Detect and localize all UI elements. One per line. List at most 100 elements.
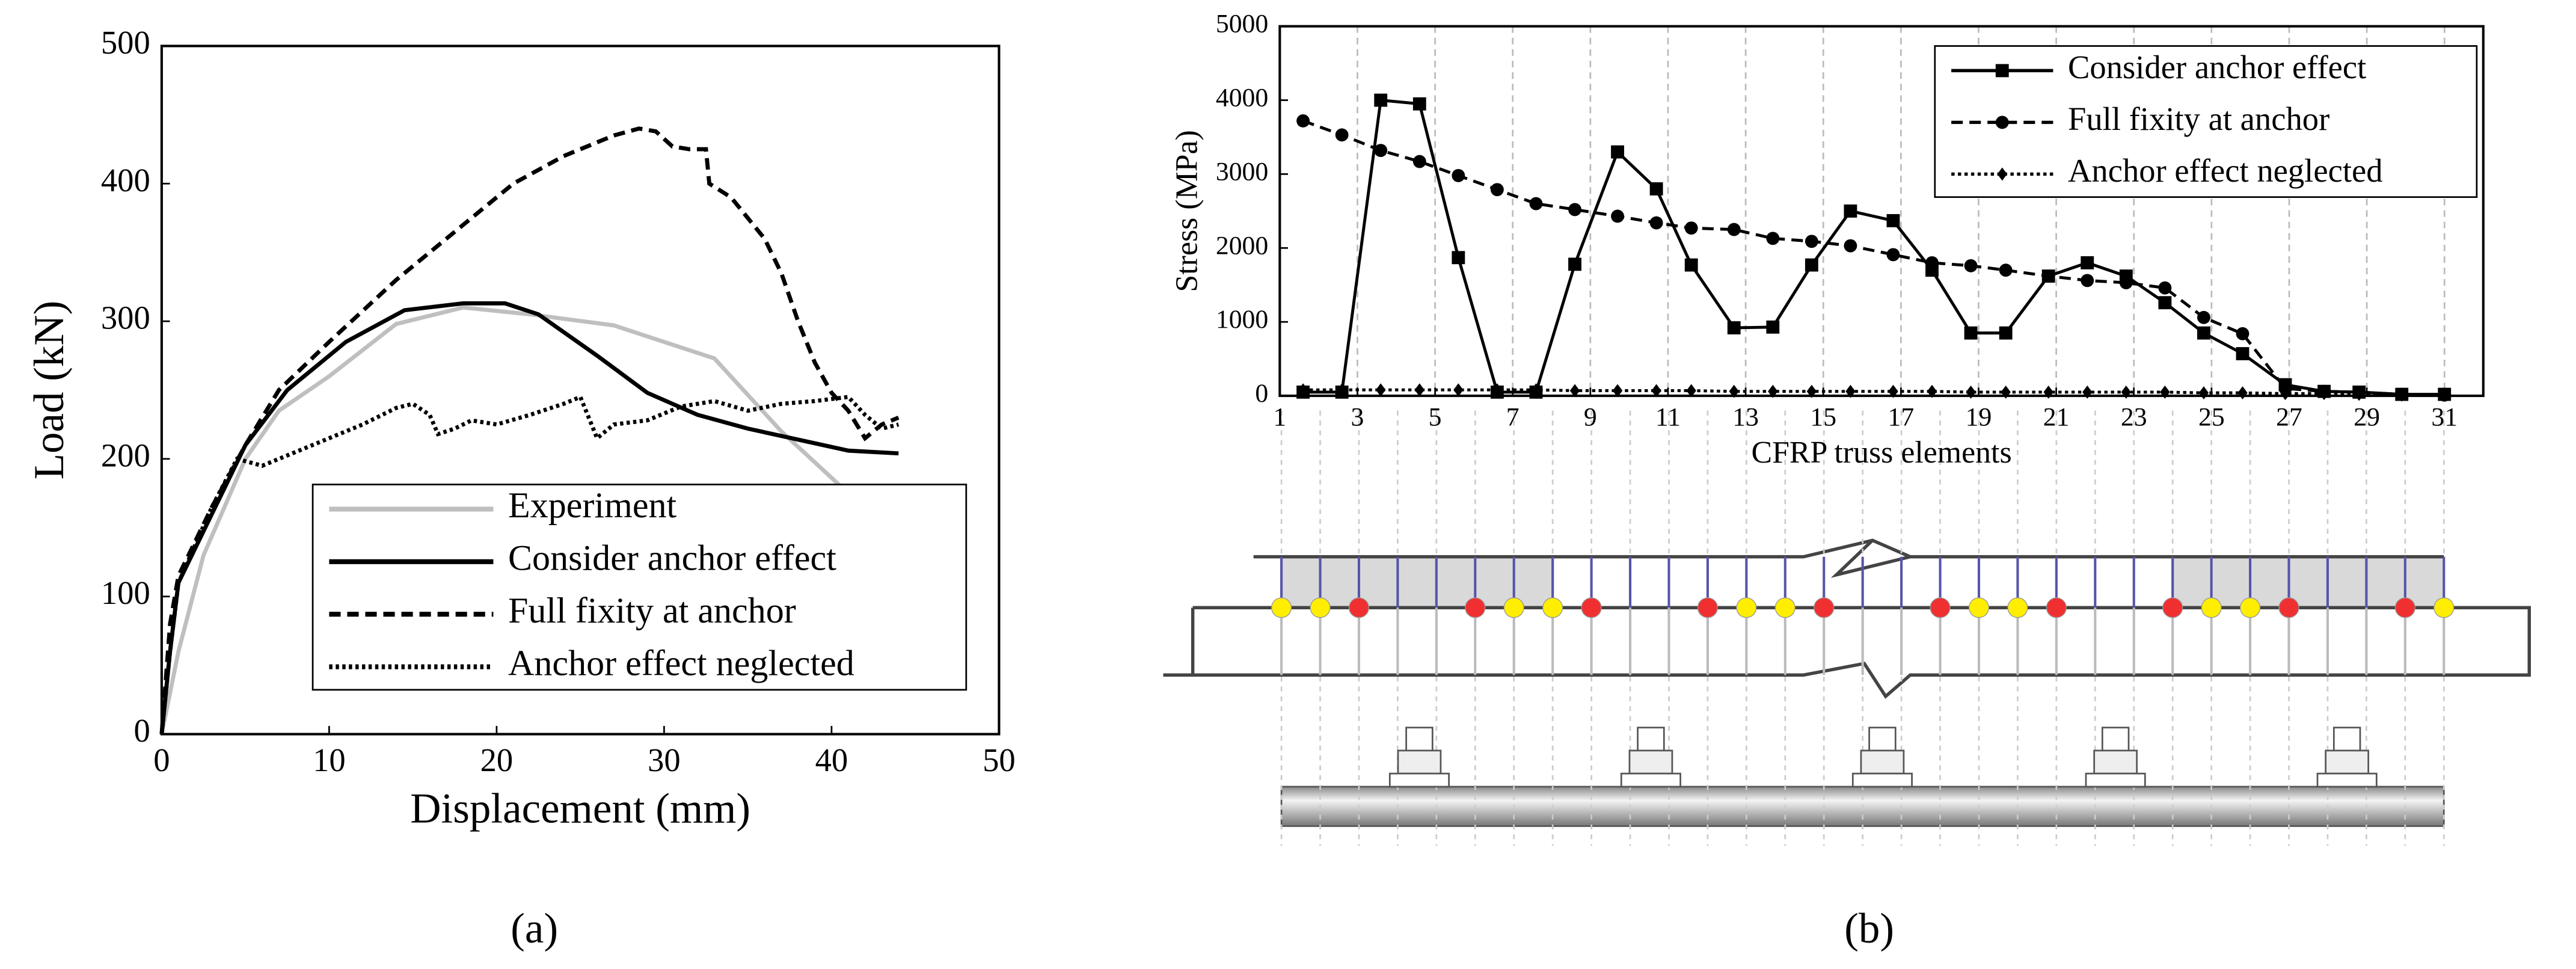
marker (2158, 296, 2172, 310)
x-tick-label: 40 (815, 742, 848, 778)
y-axis-label: Stress (MPa) (1170, 130, 1204, 292)
top-edge (1253, 538, 2444, 559)
y-tick-label: 200 (101, 437, 150, 473)
marker (2197, 310, 2210, 324)
caption: (b) (1844, 905, 1894, 952)
anchor-node (1465, 597, 1486, 618)
x-tick-label: 30 (648, 742, 681, 778)
series-line (159, 301, 899, 734)
marker (1766, 232, 1780, 245)
marker (2082, 385, 2093, 399)
x-tick-label: 15 (1810, 402, 1836, 431)
anchor-node (2433, 597, 2455, 618)
marker (1964, 326, 1978, 340)
y-tick-label: 4000 (1216, 84, 1268, 112)
anchor-diagram (1163, 410, 2531, 846)
anchor-bolt (2101, 727, 2130, 752)
marker (1886, 214, 1900, 227)
legend-marker (1997, 167, 2007, 181)
anchor-plate (1851, 772, 1913, 788)
legend-marker (1995, 115, 2009, 129)
marker (1414, 383, 1424, 397)
anchor-plate (2085, 772, 2146, 788)
marker (2158, 281, 2172, 295)
series-line (1302, 119, 2445, 397)
crack (1830, 539, 1911, 578)
x-axis-label: Displacement (mm) (410, 786, 750, 832)
marker (1649, 182, 1663, 195)
marker (2237, 386, 2248, 400)
marker (1766, 320, 1780, 334)
marker (2041, 269, 2055, 283)
y-tick-label: 2000 (1216, 231, 1268, 260)
legend-label: Anchor effect neglected (508, 642, 854, 683)
x-tick-label: 29 (2354, 402, 2380, 431)
marker (1376, 383, 1386, 397)
legend-box (311, 484, 968, 691)
marker (1412, 155, 1426, 168)
anchor-nut (1397, 749, 1442, 775)
anchor-node (1814, 597, 1835, 618)
anchor-node (2162, 597, 2183, 618)
anchor-bolt (1868, 727, 1897, 752)
legend-label: Consider anchor effect (508, 538, 836, 578)
anchor-node (1774, 597, 1796, 618)
legend-label: Consider anchor effect (2068, 49, 2366, 85)
marker (2119, 276, 2133, 289)
marker (1568, 203, 1581, 217)
x-tick-label: 1 (1273, 402, 1286, 431)
series-line (159, 305, 850, 735)
anchor-bolt (1637, 727, 1665, 752)
marker (2081, 274, 2094, 288)
y-tick-label: 100 (101, 574, 150, 611)
anchor-node (1968, 597, 1990, 618)
x-tick-label: 19 (1966, 402, 1992, 431)
anchor-plate (1388, 772, 1450, 788)
x-axis-label: CFRP truss elements (1751, 435, 2011, 470)
marker (1452, 251, 1465, 265)
marker (2236, 347, 2249, 360)
anchor-nut (1860, 749, 1905, 775)
marker (1964, 259, 1978, 272)
x-tick-label: 31 (2431, 402, 2458, 431)
anchor-node (2201, 597, 2222, 618)
anchor-node (1503, 597, 1524, 618)
marker (1453, 383, 1464, 397)
plot-frame (160, 45, 1001, 736)
x-tick-label: 5 (1429, 402, 1442, 431)
anchor-node (1736, 597, 1757, 618)
x-tick-label: 10 (313, 742, 346, 778)
x-tick-label: 9 (1584, 402, 1597, 431)
x-tick-label: 13 (1732, 402, 1759, 431)
anchor-node (2046, 597, 2067, 618)
marker (1999, 326, 2013, 340)
x-tick-label: 17 (1888, 402, 1915, 431)
marker (1611, 209, 1624, 223)
x-tick-label: 25 (2198, 402, 2225, 431)
anchor-node (1348, 597, 1370, 618)
x-tick-label: 0 (153, 742, 170, 778)
marker (1611, 145, 1624, 159)
marker (1490, 183, 1504, 197)
y-tick-label: 3000 (1216, 157, 1268, 186)
anchor-nut (1628, 749, 1673, 775)
anchor-node (1542, 597, 1563, 618)
y-tick-label: 5000 (1216, 10, 1268, 38)
anchor-nut (2325, 749, 2370, 775)
x-tick-label: 23 (2121, 402, 2147, 431)
marker (2197, 326, 2210, 340)
y-axis-label: Load (kN) (26, 301, 73, 480)
marker (2043, 385, 2053, 399)
legend-marker (1995, 64, 2009, 78)
anchor-node (1930, 597, 1951, 618)
series-line (159, 394, 900, 734)
marker (1684, 221, 1698, 235)
y-tick-label: 1000 (1216, 305, 1268, 334)
anchor-bolt (2332, 727, 2361, 752)
plot-frame (1278, 25, 2485, 398)
marker (1844, 239, 1857, 253)
caption: (a) (511, 905, 558, 952)
marker (2121, 385, 2132, 399)
marker (1337, 383, 1347, 397)
